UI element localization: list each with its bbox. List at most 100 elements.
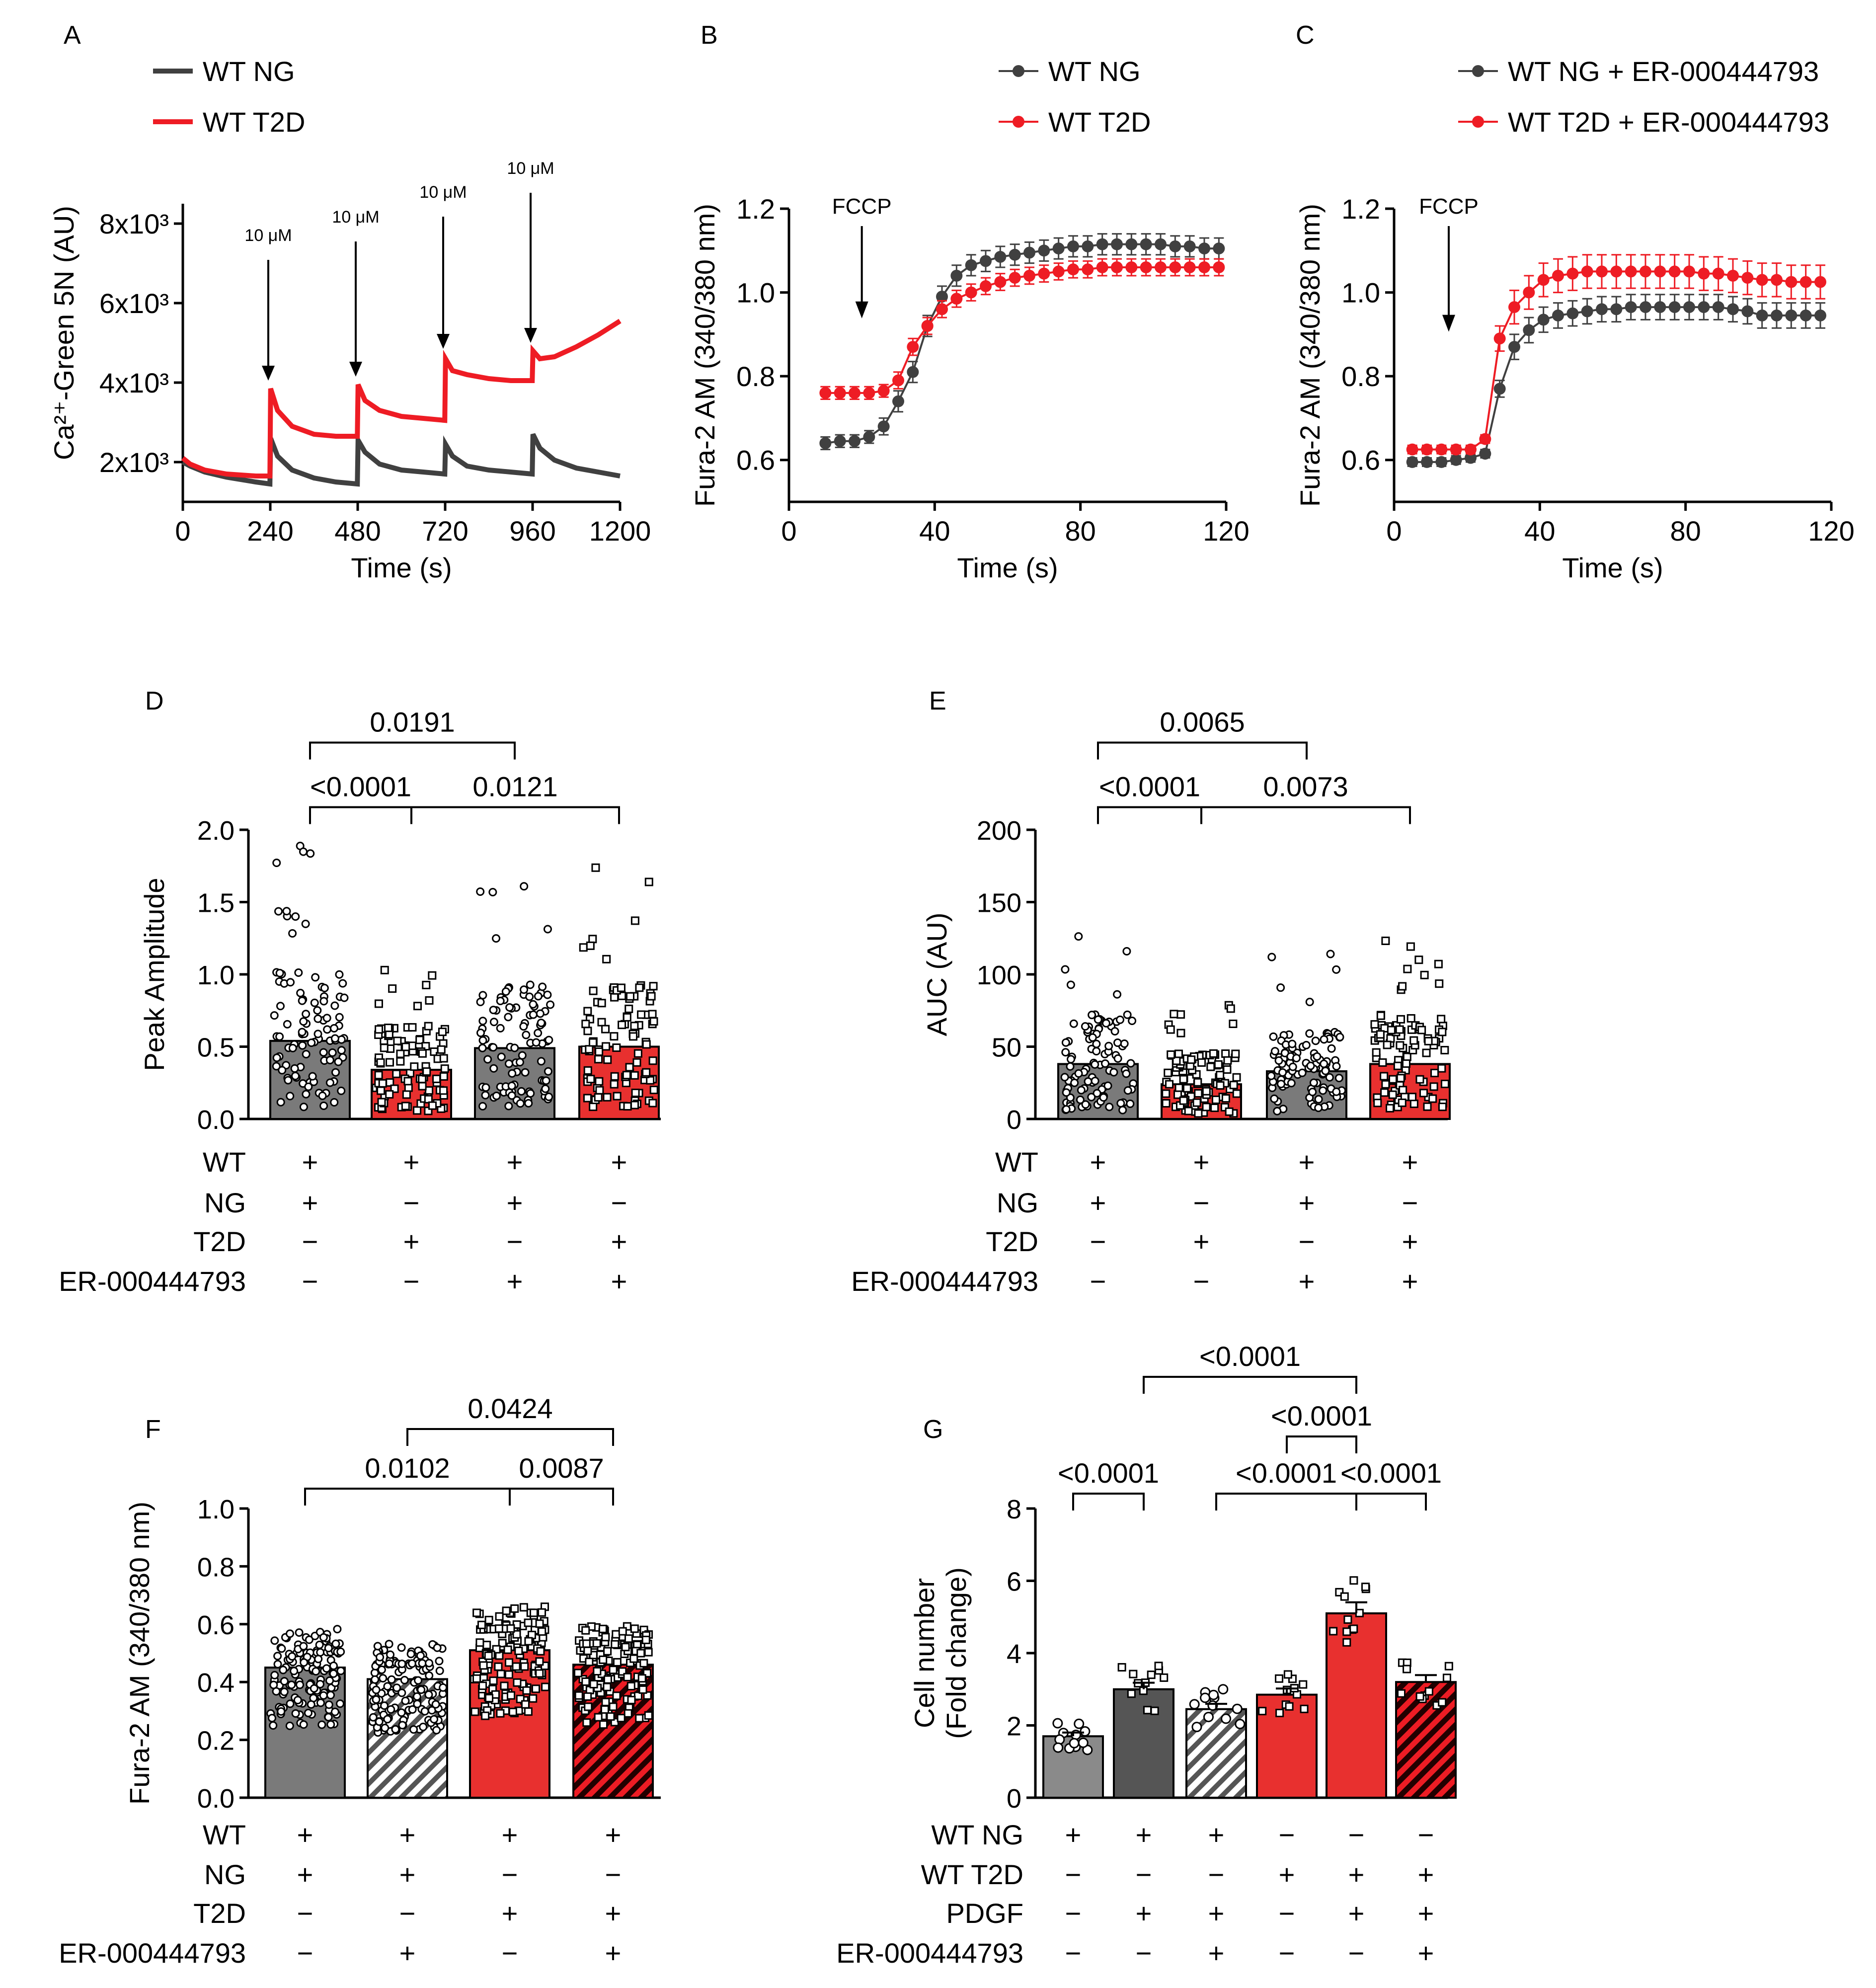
data-point xyxy=(593,1667,602,1675)
data-point xyxy=(1305,1029,1314,1038)
data-point xyxy=(1785,309,1798,321)
data-point xyxy=(526,980,535,989)
data-point xyxy=(1327,1044,1336,1053)
data-point xyxy=(1270,1094,1279,1103)
data-point xyxy=(1332,965,1341,974)
data-point xyxy=(1206,1062,1215,1071)
data-point xyxy=(1378,1058,1387,1067)
data-point xyxy=(478,1036,487,1045)
data-point xyxy=(907,366,919,378)
data-point xyxy=(602,1042,611,1051)
condition-sign: − xyxy=(1279,1937,1295,1969)
data-point xyxy=(313,1030,322,1038)
data-point xyxy=(440,1064,449,1073)
data-point xyxy=(1397,1689,1406,1698)
data-point xyxy=(380,965,389,974)
data-point xyxy=(485,1694,494,1703)
data-point xyxy=(606,1712,615,1721)
data-point xyxy=(1414,955,1423,964)
data-point xyxy=(510,1043,519,1052)
data-point xyxy=(381,1724,390,1733)
data-point xyxy=(334,1057,343,1066)
data-point xyxy=(388,984,397,993)
p-value-label: <0.0001 xyxy=(1199,1341,1301,1372)
data-point xyxy=(330,1034,339,1043)
data-point xyxy=(1771,309,1783,321)
data-point xyxy=(603,1647,612,1656)
arrow-head xyxy=(262,366,275,381)
data-point xyxy=(1074,932,1083,941)
data-point xyxy=(1216,1071,1225,1080)
data-point xyxy=(877,385,890,397)
data-point xyxy=(277,1707,286,1716)
data-point xyxy=(1218,1684,1229,1695)
data-point xyxy=(1125,261,1138,273)
data-point xyxy=(610,1080,619,1089)
data-point xyxy=(502,1606,511,1615)
data-point xyxy=(1189,1699,1200,1710)
data-point xyxy=(1118,1106,1127,1114)
condition-sign: + xyxy=(1418,1859,1434,1890)
condition-sign: + xyxy=(1418,1898,1434,1929)
condition-sign: − xyxy=(605,1859,622,1890)
data-point xyxy=(863,431,875,443)
data-point xyxy=(1493,383,1506,395)
data-point xyxy=(1267,953,1276,961)
arrow-label: 10 μM xyxy=(419,183,467,202)
data-point xyxy=(1285,1702,1294,1711)
data-point xyxy=(280,1677,289,1686)
data-point xyxy=(507,1081,516,1090)
condition-sign: + xyxy=(1299,1187,1315,1218)
data-point xyxy=(1270,1047,1279,1056)
condition-sign: − xyxy=(1348,1937,1365,1969)
data-point xyxy=(408,1705,417,1714)
p-value-label: 0.0087 xyxy=(519,1452,604,1484)
data-point xyxy=(320,984,329,993)
data-point xyxy=(633,1049,642,1058)
data-point xyxy=(1479,448,1491,460)
data-point xyxy=(529,1694,538,1703)
data-point xyxy=(1342,1638,1351,1647)
data-point xyxy=(1082,263,1094,276)
data-point xyxy=(376,1058,385,1067)
data-point xyxy=(287,1680,296,1689)
panel-letter-F: F xyxy=(145,1415,161,1444)
data-point xyxy=(496,1709,505,1718)
data-point xyxy=(1231,1049,1240,1058)
data-point xyxy=(1610,303,1623,316)
data-point xyxy=(1298,1068,1307,1077)
data-point xyxy=(315,1680,324,1689)
data-point xyxy=(1302,1040,1311,1049)
data-point xyxy=(319,1102,328,1111)
data-point xyxy=(1581,265,1593,278)
condition-sign: + xyxy=(399,1819,416,1850)
data-point xyxy=(288,1043,297,1052)
data-point xyxy=(501,987,510,996)
data-point xyxy=(274,907,283,916)
data-point xyxy=(598,1624,607,1633)
data-point xyxy=(649,1017,658,1026)
data-point xyxy=(392,1683,401,1692)
data-point xyxy=(623,1102,632,1111)
data-point xyxy=(1155,261,1167,273)
condition-sign: + xyxy=(1418,1937,1434,1969)
data-point xyxy=(424,1022,433,1031)
data-point xyxy=(1009,248,1021,261)
data-point xyxy=(1179,1096,1188,1105)
significance-bracket xyxy=(410,806,620,824)
x-tick-label: 1200 xyxy=(589,515,651,547)
data-point xyxy=(599,1655,608,1664)
data-point xyxy=(319,1048,328,1057)
data-point xyxy=(299,847,308,856)
data-point xyxy=(1147,1670,1156,1679)
data-point xyxy=(892,374,904,387)
data-point xyxy=(1430,1069,1439,1078)
data-point xyxy=(1403,964,1412,973)
data-point xyxy=(586,941,595,950)
data-point xyxy=(1129,1670,1138,1678)
data-point xyxy=(484,1615,493,1624)
data-point xyxy=(383,1682,392,1691)
arrow-label: 10 μM xyxy=(332,208,379,227)
data-point xyxy=(1552,309,1564,321)
data-point xyxy=(603,1055,612,1064)
